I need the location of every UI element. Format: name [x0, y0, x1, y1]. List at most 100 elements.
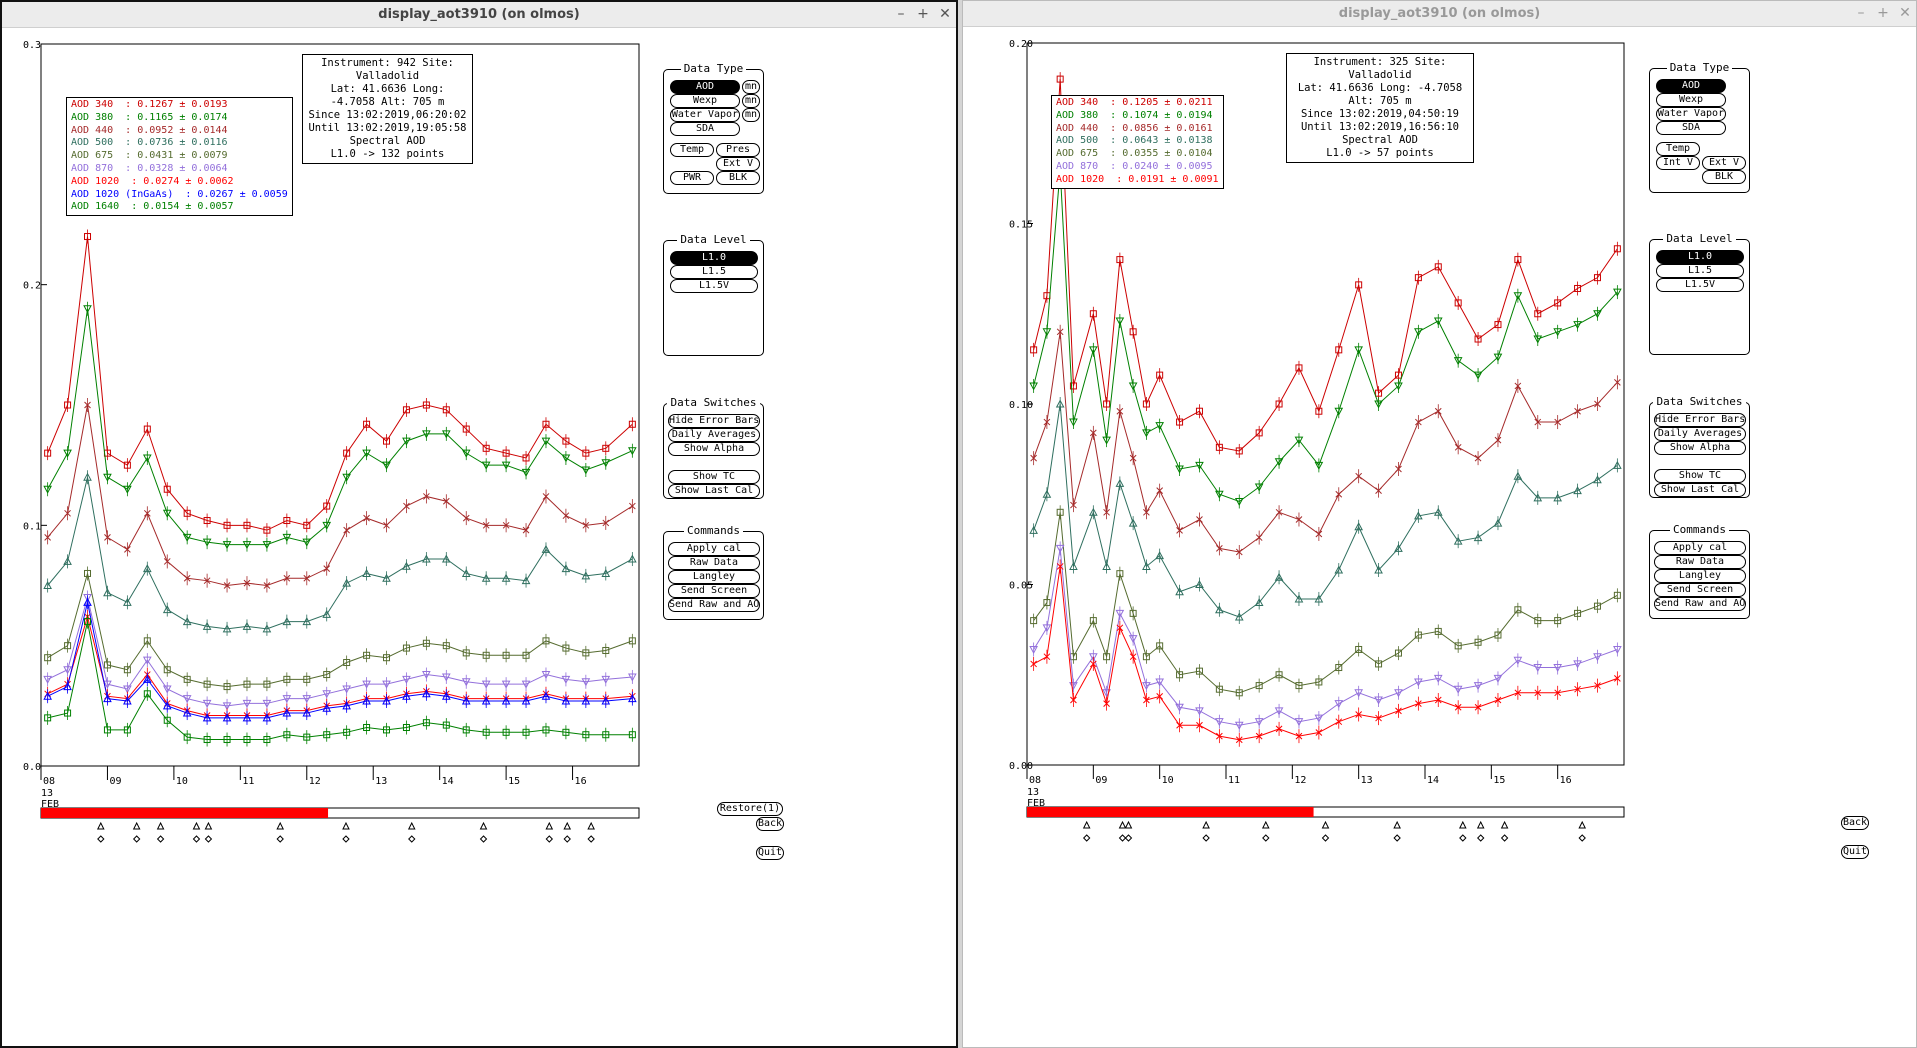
data-point	[1102, 561, 1111, 570]
hide-error-bars-button[interactable]: Hide Error Bars	[1654, 413, 1746, 427]
show-tc-button[interactable]: Show TC	[1654, 469, 1746, 483]
data-point	[1375, 660, 1383, 668]
data-type-aod-button[interactable]: AOD	[670, 80, 740, 94]
data-point	[1089, 660, 1097, 668]
measure-marker	[1082, 834, 1091, 842]
raw-data-button[interactable]: Raw Data	[1654, 555, 1746, 569]
title-bar[interactable]: display_aot3910 (on olmos) – + ✕	[963, 1, 1916, 27]
back-button[interactable]: Back	[756, 817, 784, 831]
data-type-aod-button[interactable]: AOD	[1656, 79, 1726, 93]
close-button[interactable]: ✕	[939, 6, 951, 22]
data-point	[1414, 678, 1423, 687]
show-alpha-button[interactable]: Show Alpha	[668, 442, 760, 456]
data-point	[322, 690, 332, 699]
data-point	[541, 691, 551, 700]
data-type-int-v-button[interactable]: Int V	[1656, 156, 1700, 170]
data-type-mn-button[interactable]: mn	[742, 94, 760, 108]
data-type-ext-v-button[interactable]: Ext V	[1702, 156, 1746, 170]
data-point	[1494, 696, 1502, 704]
langley-button[interactable]: Langley	[668, 570, 760, 584]
data-level-l1-0-button[interactable]: L1.0	[670, 251, 758, 265]
data-point	[1553, 493, 1563, 502]
back-button[interactable]: Back	[1841, 816, 1869, 830]
data-type-sda-button[interactable]: SDA	[670, 122, 740, 136]
daily-averages-button[interactable]: Daily Averages	[668, 428, 760, 442]
data-level-l1-5v-button[interactable]: L1.5V	[670, 279, 758, 293]
data-type-mn-button[interactable]: mn	[742, 80, 760, 94]
data-point	[203, 517, 211, 525]
data-point	[521, 680, 531, 689]
data-point	[1294, 718, 1304, 727]
apply-cal-button[interactable]: Apply cal	[1654, 541, 1746, 555]
data-point	[243, 579, 251, 587]
data-point	[422, 689, 431, 698]
data-point	[482, 444, 490, 452]
data-type-water-vapor-button[interactable]: Water Vapor	[670, 108, 740, 122]
data-type-temp-button[interactable]: Temp	[670, 143, 714, 157]
data-level-l1-0-button[interactable]: L1.0	[1656, 250, 1744, 264]
close-button[interactable]: ✕	[1899, 5, 1911, 21]
data-type-pwr-button[interactable]: PWR	[670, 171, 714, 185]
data-type-temp-button[interactable]: Temp	[1656, 142, 1700, 156]
data-type-wexp-button[interactable]: Wexp	[1656, 93, 1726, 107]
raw-data-button[interactable]: Raw Data	[668, 556, 760, 570]
title-bar[interactable]: display_aot3910 (on olmos) – + ✕	[2, 2, 956, 28]
hide-error-bars-button[interactable]: Hide Error Bars	[668, 414, 760, 428]
commands-panel: Commands Apply cal Raw Data Langley Send Scr…	[1649, 523, 1750, 619]
minimize-button[interactable]: –	[1857, 5, 1865, 21]
data-point	[84, 618, 92, 626]
data-point	[1030, 617, 1038, 625]
measure-marker	[132, 835, 141, 843]
quit-button[interactable]: Quit	[756, 846, 784, 860]
show-last-cal-button[interactable]: Show Last Cal	[668, 484, 760, 498]
show-alpha-button[interactable]: Show Alpha	[1654, 441, 1746, 455]
data-point	[1116, 407, 1124, 415]
data-type-water-vapor-button[interactable]: Water Vapor	[1656, 107, 1726, 121]
restore-button[interactable]: Restore(1)	[717, 802, 783, 816]
data-type-wexp-button[interactable]: Wexp	[670, 94, 740, 108]
data-point	[1334, 407, 1344, 416]
data-point	[1155, 678, 1165, 687]
send-screen-button[interactable]: Send Screen	[668, 584, 760, 598]
data-point	[1594, 682, 1601, 689]
data-point	[1514, 606, 1522, 614]
data-type-blk-button[interactable]: BLK	[716, 171, 760, 185]
send-raw-and-aod-button[interactable]: Send Raw and AOD	[668, 598, 760, 612]
quit-button[interactable]: Quit	[1841, 845, 1869, 859]
data-level-l1-5-button[interactable]: L1.5	[670, 265, 758, 279]
data-type-blk-button[interactable]: BLK	[1702, 170, 1746, 184]
panel-title-text: Data Type	[1666, 61, 1733, 74]
data-point	[282, 708, 292, 717]
data-type-ext-v-button[interactable]: Ext V	[716, 157, 760, 171]
data-point	[441, 430, 451, 439]
data-point	[441, 691, 451, 700]
data-point	[1069, 382, 1077, 390]
data-point	[162, 685, 172, 694]
show-tc-button[interactable]: Show TC	[668, 470, 760, 484]
y-tick-label: 0.0	[23, 762, 41, 773]
maximize-button[interactable]: +	[1877, 5, 1889, 21]
data-level-l1-5-button[interactable]: L1.5	[1656, 264, 1744, 278]
data-level-l1-5v-button[interactable]: L1.5V	[1656, 278, 1744, 292]
apply-cal-button[interactable]: Apply cal	[668, 542, 760, 556]
data-point	[1089, 617, 1097, 625]
daily-averages-button[interactable]: Daily Averages	[1654, 427, 1746, 441]
show-last-cal-button[interactable]: Show Last Cal	[1654, 483, 1746, 497]
minimize-button[interactable]: –	[897, 6, 905, 22]
measure-marker	[1578, 820, 1587, 829]
langley-button[interactable]: Langley	[1654, 569, 1746, 583]
data-type-pres-button[interactable]: Pres	[716, 143, 760, 157]
data-type-mn-button[interactable]: mn	[742, 108, 760, 122]
send-screen-button[interactable]: Send Screen	[1654, 583, 1746, 597]
data-point	[542, 726, 550, 734]
send-raw-and-aod-button[interactable]: Send Raw and AOD	[1654, 597, 1746, 611]
data-type-sda-button[interactable]: SDA	[1656, 121, 1726, 135]
data-point	[1474, 703, 1482, 711]
data-switches-panel: Data Switches Hide Error Bars Daily Averag…	[1649, 395, 1750, 498]
data-point	[402, 691, 411, 700]
data-point	[1029, 525, 1038, 534]
data-point	[263, 526, 271, 534]
data-point	[162, 605, 172, 614]
maximize-button[interactable]: +	[917, 6, 929, 22]
data-point	[1553, 328, 1563, 337]
